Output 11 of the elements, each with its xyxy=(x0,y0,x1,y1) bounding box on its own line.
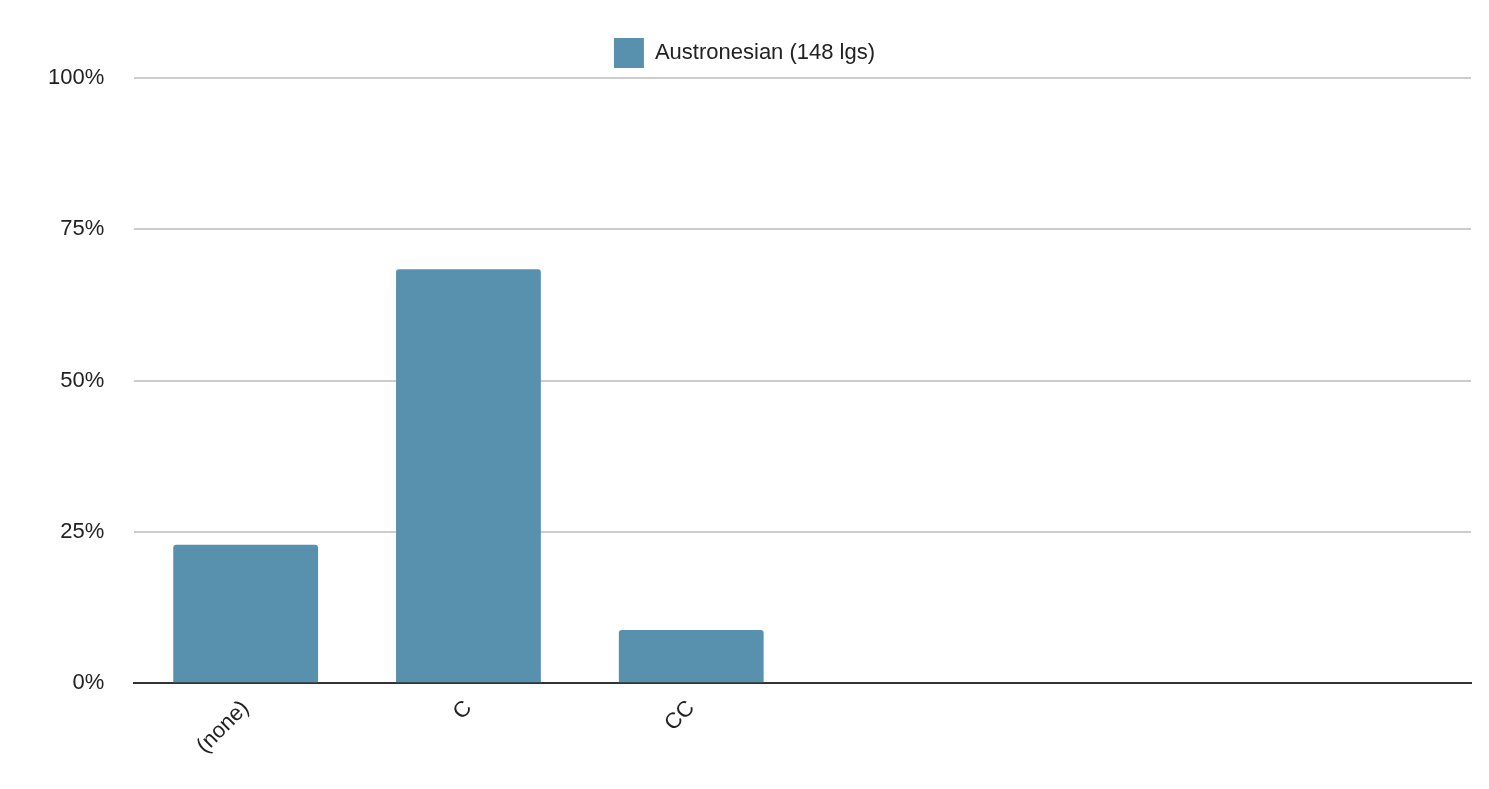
bar xyxy=(396,269,541,683)
bar xyxy=(173,544,319,683)
y-tick-label: 50% xyxy=(60,366,105,392)
y-tick-label: 75% xyxy=(60,215,105,241)
bar xyxy=(618,630,764,683)
y-tick-label: 25% xyxy=(60,518,105,544)
legend-label: Austronesian (148 lgs) xyxy=(654,39,876,65)
x-tick-label: CC xyxy=(658,694,700,735)
y-tick-label: 100% xyxy=(47,64,105,90)
x-tick-label: C xyxy=(447,694,477,724)
y-tick-label: 0% xyxy=(72,669,105,695)
